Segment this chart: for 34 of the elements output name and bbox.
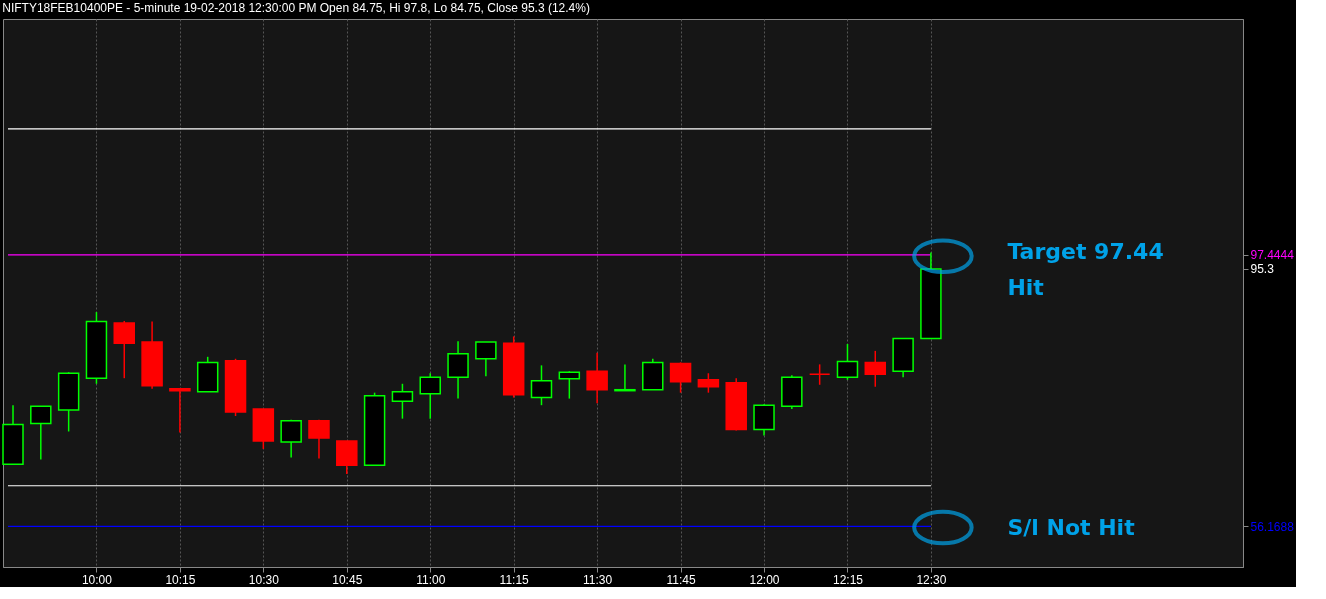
annotation: S/l Not Hit [1007,514,1136,540]
candlestick [280,418,302,459]
candlestick [669,361,692,394]
x-tick-label: 11:30 [583,572,613,587]
x-tick-label: 12:00 [749,572,780,587]
candlestick [419,372,441,420]
candlestick [475,341,497,377]
candlestick [447,340,469,400]
annotation: Target 97.44 Hit [1007,239,1164,301]
x-tick-label: 12:15 [832,572,864,587]
candlestick [697,372,720,394]
candlestick [558,370,581,400]
candlestick [586,352,608,404]
x-tick-label: 10:30 [248,572,280,587]
candlestick [30,405,52,461]
x-tick-label: 12:30 [916,572,947,587]
x-tick-label: 10:00 [81,572,113,587]
candlestick [169,387,191,434]
y-tick-label: 56.1688 [1250,519,1295,534]
x-tick-label: 10:45 [332,572,363,587]
candlestick [113,320,136,379]
candlestick [391,383,414,420]
x-tick-label: 11:45 [666,572,696,587]
candlestick [836,343,859,381]
x-tick-label: 11:15 [499,572,530,587]
x-tick-label: 11:00 [416,572,446,587]
candlestick [530,364,553,406]
y-tick-label: 97.4444 [1250,248,1295,263]
candlestick [864,350,887,388]
chart-title: NIFTY18FEB10400PE - 5-minute 19-02-2018 12:30:00 PM Open 84.75, Hi 97.8, Lo 84.75, Close 95.3 (12.4%) [2,1,590,15]
y-tick-label: 95.3 [1250,262,1275,277]
candlestick [808,363,831,386]
candlestick [308,418,330,460]
x-tick-label: 10:15 [165,572,196,587]
